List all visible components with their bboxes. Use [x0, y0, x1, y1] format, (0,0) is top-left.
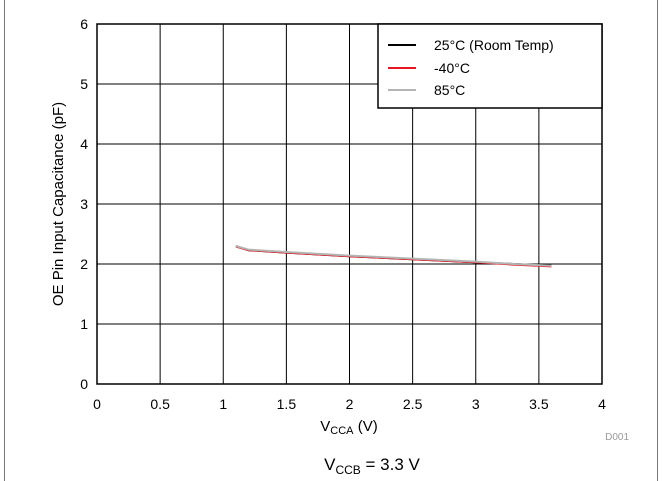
- x-tick-labels: 0 0.5 1 1.5 2 2.5 3 3.5 4: [93, 396, 606, 412]
- x-tick-label: 3: [472, 396, 480, 412]
- figure-id: D001: [605, 432, 629, 443]
- caption-main: V: [324, 455, 336, 474]
- x-axis-title: VCCA (V): [320, 418, 377, 437]
- series-group: [235, 245, 552, 268]
- condition-caption: VCCB = 3.3 V: [324, 455, 420, 477]
- y-tick-label: 2: [80, 256, 88, 272]
- legend-label-25c: 25°C (Room Temp): [434, 37, 554, 53]
- y-tick-label: 6: [80, 16, 88, 32]
- series-line-85c: [235, 245, 552, 267]
- x-tick-label: 1.5: [277, 396, 297, 412]
- caption-tail: = 3.3 V: [361, 455, 421, 474]
- x-tick-label: 0.5: [150, 396, 170, 412]
- x-tick-label: 0: [93, 396, 101, 412]
- x-axis-title-tail: (V): [354, 418, 378, 435]
- x-tick-label: 2.5: [403, 396, 423, 412]
- legend-label-minus40c: -40°C: [434, 60, 470, 76]
- legend: 25°C (Room Temp) -40°C 85°C: [377, 23, 603, 109]
- y-tick-labels: 0 1 2 3 4 5 6: [80, 16, 88, 392]
- x-tick-label: 2: [346, 396, 354, 412]
- y-tick-label: 3: [80, 196, 88, 212]
- x-tick-label: 4: [598, 396, 606, 412]
- y-tick-label: 4: [80, 136, 88, 152]
- y-tick-label: 0: [80, 376, 88, 392]
- chart: 0 0.5 1 1.5 2 2.5 3 3.5 4 0 1 2 3 4 5 6 OE Pin Input C…: [50, 16, 629, 477]
- plot-border: [96, 23, 603, 385]
- legend-box: [377, 23, 603, 109]
- legend-label-85c: 85°C: [434, 82, 465, 98]
- x-axis-title-main: V: [320, 418, 330, 435]
- x-tick-label: 3.5: [529, 396, 549, 412]
- y-tick-label: 1: [80, 316, 88, 332]
- y-axis-title: OE Pin Input Capacitance (pF): [50, 102, 67, 306]
- caption-sub: CCB: [335, 463, 360, 477]
- x-axis-title-sub: CCA: [330, 425, 354, 437]
- figure-frame: 0 0.5 1 1.5 2 2.5 3 3.5 4 0 1 2 3 4 5 6 OE Pin Input C…: [4, 0, 658, 481]
- x-tick-label: 1: [219, 396, 227, 412]
- y-tick-label: 5: [80, 76, 88, 92]
